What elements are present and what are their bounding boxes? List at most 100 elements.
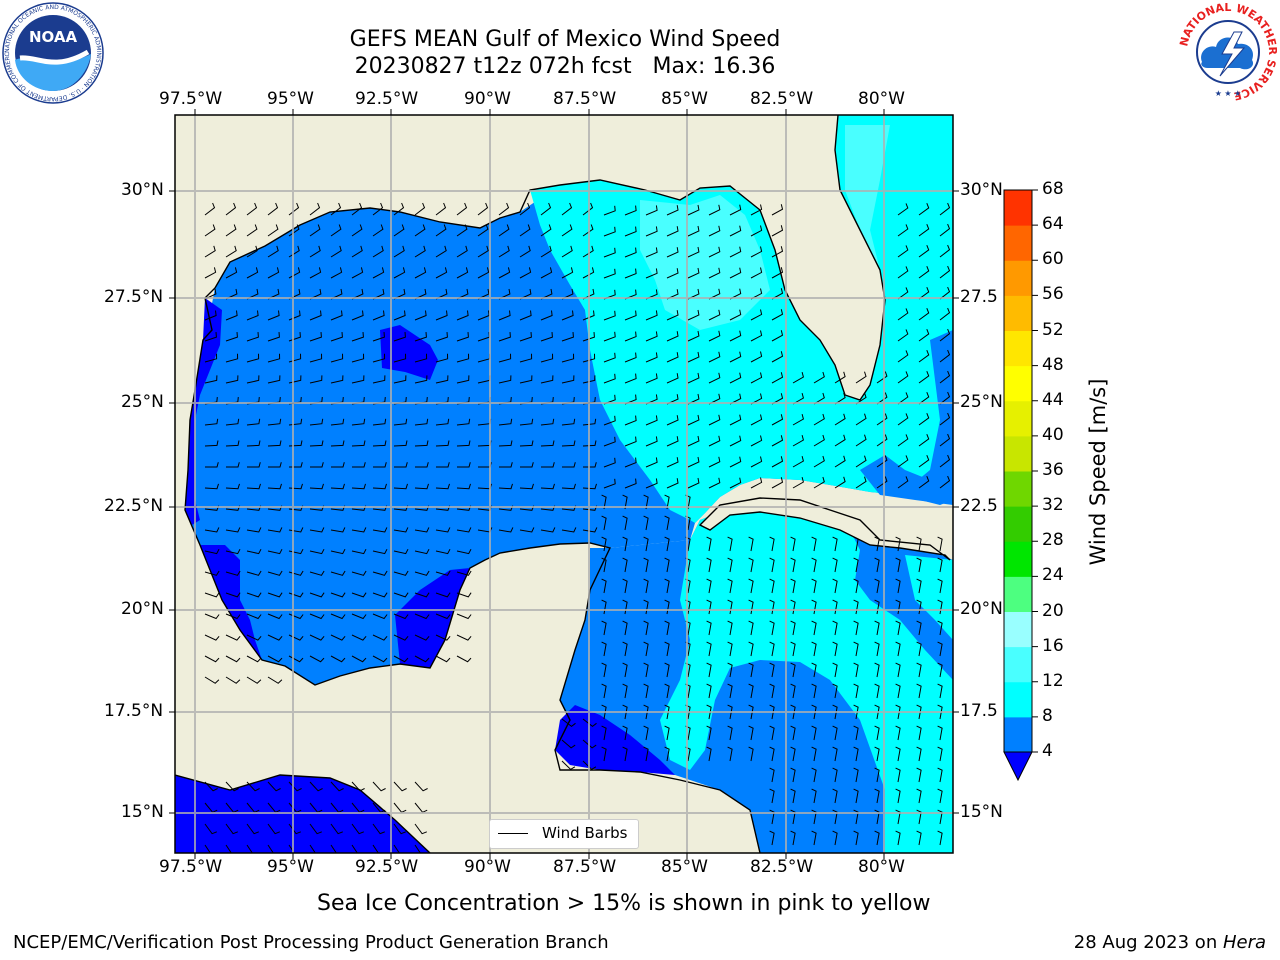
- wind-barb: [477, 245, 489, 258]
- wind-barb: [330, 527, 346, 533]
- wind-barb: [603, 331, 616, 342]
- wind-barb: [855, 455, 867, 468]
- wind-barb: [309, 781, 323, 792]
- wind-barb: [895, 578, 901, 594]
- wind-barb: [351, 781, 365, 792]
- wind-barb: [897, 245, 909, 258]
- wind-barb: [706, 704, 712, 720]
- wind-barb: [561, 418, 576, 426]
- wind-barb: [832, 725, 838, 741]
- wind-barb: [832, 557, 838, 573]
- wind-barb: [498, 332, 511, 342]
- lon-tick-top: 85°W: [661, 89, 708, 109]
- wind-barb: [622, 578, 628, 594]
- lat-tick-left: 25°N: [121, 392, 164, 412]
- wind-barb: [601, 746, 607, 762]
- wind-barb: [393, 613, 409, 620]
- wind-barb: [435, 483, 450, 490]
- wind-barb: [687, 225, 700, 237]
- wind-barb: [246, 655, 262, 663]
- wind-barb: [645, 457, 658, 468]
- wind-barb: [937, 746, 943, 762]
- wind-barb: [415, 462, 429, 468]
- pacific-coast: [175, 774, 431, 853]
- wind-barb: [748, 746, 754, 762]
- wind-barb: [309, 634, 325, 641]
- colorbar-tick-label: 60: [1042, 249, 1064, 270]
- wind-barb: [727, 746, 733, 762]
- wind-barb: [561, 483, 576, 490]
- wind-barb: [499, 462, 513, 468]
- colorbar-tick-label: 36: [1042, 460, 1064, 480]
- wind-barb: [246, 245, 258, 258]
- wind-barb: [519, 224, 531, 237]
- wind-barb: [790, 620, 796, 636]
- wind-barb: [267, 332, 280, 342]
- wind-barb: [393, 332, 406, 342]
- wind-barb: [456, 202, 468, 216]
- wind-barb: [832, 746, 838, 762]
- wind-barb: [687, 372, 700, 384]
- wind-barb: [225, 634, 241, 641]
- lon-tick-bottom: 82.5°W: [750, 857, 814, 877]
- wind-barb: [918, 308, 930, 321]
- wind-barb: [204, 781, 218, 792]
- lon-tick-top: 82.5°W: [750, 89, 814, 109]
- wind-barb: [664, 683, 670, 699]
- nws-logo: NATIONAL WEATHER SERVICE ★ ★ ★: [1178, 2, 1278, 102]
- wind-barb: [309, 332, 322, 342]
- wind-barb: [748, 641, 754, 657]
- wind-barb: [624, 415, 637, 426]
- wind-barb: [916, 767, 922, 783]
- wind-barb: [372, 823, 385, 835]
- wind-barb: [246, 353, 260, 363]
- wind-barb: [790, 536, 796, 552]
- wind-barb: [561, 527, 577, 533]
- wind-barb: [561, 760, 576, 771]
- wind-barb: [897, 476, 909, 489]
- wind-barb: [540, 245, 552, 258]
- wind-barb: [393, 781, 407, 792]
- wind-barb: [937, 725, 943, 741]
- wind-barb: [853, 641, 859, 657]
- wind-barb: [372, 224, 384, 237]
- wind-barb: [582, 375, 596, 384]
- wind-barb: [792, 371, 804, 384]
- wind-barb: [937, 830, 943, 846]
- wind-barb: [204, 310, 217, 321]
- wind-barb: [708, 204, 721, 216]
- colorbar-tick-label: 48: [1042, 354, 1064, 375]
- wind-barb: [645, 268, 658, 279]
- wind-barb: [330, 844, 337, 853]
- wind-barb: [811, 683, 817, 699]
- wind-barb: [832, 767, 838, 783]
- wind-barb: [267, 527, 283, 533]
- colorbar-segment: [1004, 225, 1032, 261]
- wind-barb: [372, 440, 387, 447]
- wind-barb: [246, 548, 262, 555]
- wind-barb: [435, 570, 451, 576]
- wind-barb: [622, 557, 628, 573]
- wind-barb: [937, 641, 943, 657]
- wind-barb: [811, 746, 817, 762]
- wind-barb: [372, 483, 387, 490]
- gulf-water-dark-sw: [200, 545, 262, 660]
- wind-barb: [855, 392, 867, 405]
- wind-barbs: [204, 202, 951, 853]
- wind-barb: [246, 634, 262, 641]
- wind-barb: [939, 307, 951, 321]
- wind-barb: [916, 536, 922, 552]
- wind-barb: [622, 494, 628, 510]
- wind-barb: [727, 641, 733, 657]
- wind-barb: [832, 536, 838, 552]
- wind-barb: [225, 224, 237, 237]
- wind-barb: [225, 592, 241, 598]
- wind-barb: [622, 536, 628, 552]
- wind-barb: [750, 309, 763, 321]
- wind-barb: [666, 457, 679, 468]
- wind-barb: [643, 746, 649, 762]
- wind-barb: [393, 224, 405, 237]
- wind-barb: [748, 536, 754, 552]
- wind-barb: [583, 462, 597, 468]
- wind-barb: [897, 203, 909, 216]
